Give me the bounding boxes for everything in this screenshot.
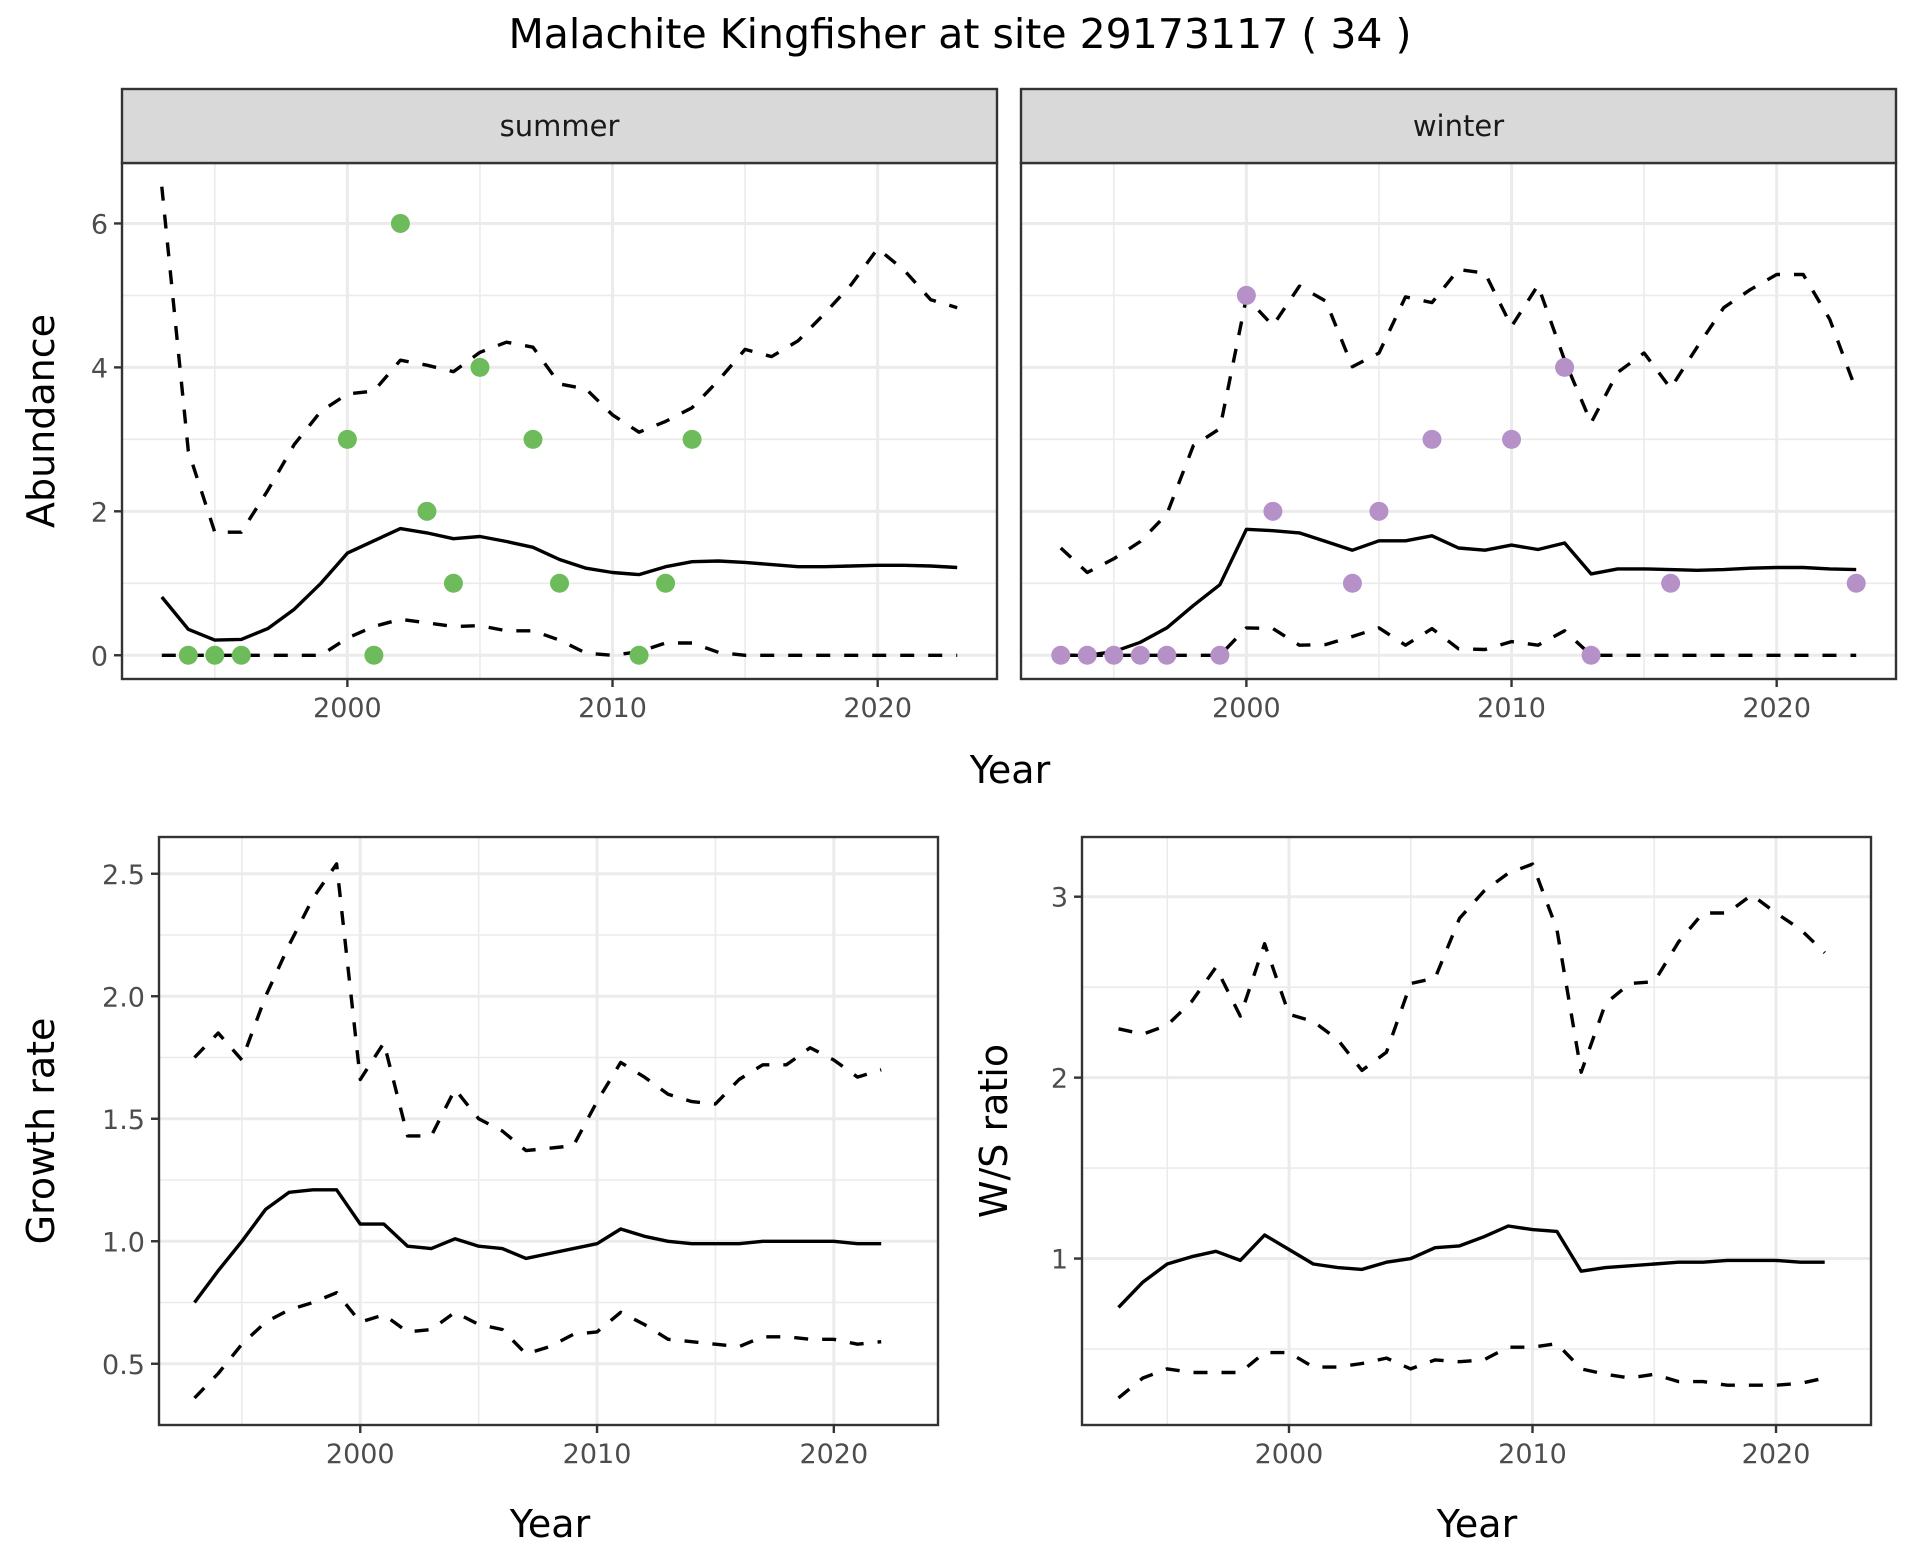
x-tick-label: 2010 bbox=[1498, 1439, 1567, 1470]
series-line-upper bbox=[193, 862, 882, 1153]
data-point bbox=[1051, 645, 1071, 665]
data-point bbox=[178, 645, 198, 665]
data-point bbox=[1846, 573, 1866, 593]
data-point bbox=[629, 645, 649, 665]
data-point bbox=[656, 573, 676, 593]
x-tick-label: 2010 bbox=[1477, 693, 1546, 724]
series-line-lower bbox=[1117, 1341, 1826, 1400]
x-tick-label: 2000 bbox=[313, 693, 382, 724]
panel-growth-rate: 2000 2010 2020 0.5 1.0 1.5 2.0 2.5 bbox=[102, 835, 940, 1470]
series-line-lower bbox=[193, 1290, 882, 1400]
y-tick-label: 4 bbox=[91, 353, 108, 384]
data-point bbox=[1581, 645, 1601, 665]
series-line-estimate bbox=[1117, 1224, 1825, 1309]
y-tick-label: 2 bbox=[91, 497, 108, 528]
series-line-upper bbox=[1059, 267, 1858, 575]
data-point bbox=[470, 357, 490, 377]
x-tick-label: 2020 bbox=[799, 1439, 868, 1470]
series-line-upper bbox=[1118, 862, 1826, 1074]
data-point bbox=[1157, 645, 1177, 665]
data-point bbox=[1555, 357, 1575, 377]
y-tick-label: 0.5 bbox=[102, 1350, 145, 1381]
plot-background bbox=[122, 163, 997, 679]
data-point bbox=[231, 645, 251, 665]
x-tick-label: 2010 bbox=[563, 1439, 632, 1470]
data-point bbox=[1104, 645, 1124, 665]
x-axis-title-ws: Year bbox=[1436, 1502, 1518, 1546]
data-point bbox=[1369, 501, 1389, 521]
y-tick-label: 1 bbox=[1051, 1245, 1068, 1276]
data-point bbox=[1422, 429, 1442, 449]
y-tick-label: 6 bbox=[91, 209, 108, 240]
x-axis-title-growth: Year bbox=[509, 1502, 591, 1546]
y-tick-label: 2.5 bbox=[102, 860, 145, 891]
y-tick-label: 1.0 bbox=[102, 1227, 145, 1258]
series-line-estimate bbox=[160, 526, 958, 642]
data-point bbox=[205, 645, 225, 665]
data-point bbox=[1210, 645, 1230, 665]
panel-border bbox=[1080, 835, 1873, 1427]
figure-title: Malachite Kingfisher at site 29173117 ( … bbox=[508, 10, 1411, 58]
y-axis-title-growth: Growth rate bbox=[19, 1018, 63, 1245]
panel-summer: summer 2000 2010 2020 0 2 4 6 bbox=[91, 87, 999, 724]
facet-strip-label: summer bbox=[500, 109, 620, 143]
y-tick-label: 0 bbox=[91, 641, 108, 672]
panel-border bbox=[157, 835, 940, 1427]
data-point bbox=[1263, 501, 1283, 521]
series-line-estimate bbox=[193, 1188, 882, 1304]
x-tick-label: 2010 bbox=[578, 693, 647, 724]
y-tick-label: 1.5 bbox=[102, 1105, 145, 1136]
y-tick-label: 2.0 bbox=[102, 982, 145, 1013]
facet-strip bbox=[120, 87, 999, 165]
data-point bbox=[1502, 429, 1522, 449]
x-tick-label: 2020 bbox=[1742, 1439, 1811, 1470]
series-line-upper bbox=[160, 186, 958, 534]
data-point bbox=[550, 573, 569, 593]
data-point bbox=[523, 429, 543, 449]
data-point bbox=[1077, 645, 1097, 665]
series-line-lower bbox=[1060, 626, 1857, 657]
data-point bbox=[1236, 285, 1256, 305]
facet-strip bbox=[1019, 87, 1898, 165]
data-point bbox=[1342, 573, 1362, 593]
x-tick-label: 2020 bbox=[1742, 693, 1811, 724]
plot-background bbox=[159, 837, 938, 1425]
y-tick-label: 2 bbox=[1051, 1064, 1068, 1095]
y-axis-title-abundance: Abundance bbox=[19, 314, 63, 528]
panel-ws-ratio: 2000 2010 2020 1 2 3 bbox=[1051, 835, 1873, 1470]
data-point bbox=[1661, 573, 1681, 593]
y-axis-title-ws: W/S ratio bbox=[972, 1044, 1016, 1218]
y-tick-label: 3 bbox=[1051, 883, 1068, 914]
plot-background bbox=[1082, 837, 1871, 1425]
x-axis-title-top: Year bbox=[969, 748, 1051, 792]
data-point bbox=[443, 573, 463, 593]
facet-strip-label: winter bbox=[1413, 109, 1504, 143]
data-point bbox=[417, 501, 437, 521]
data-point bbox=[682, 429, 702, 449]
x-tick-label: 2000 bbox=[1212, 693, 1281, 724]
x-tick-label: 2000 bbox=[326, 1439, 395, 1470]
data-point bbox=[390, 213, 410, 233]
data-point bbox=[1130, 645, 1150, 665]
plot-background bbox=[1021, 163, 1896, 679]
x-tick-label: 2020 bbox=[843, 693, 912, 724]
panel-winter: winter 2000 2010 2020 bbox=[1019, 87, 1898, 724]
series-line-lower bbox=[161, 617, 958, 657]
data-point bbox=[337, 429, 357, 449]
x-tick-label: 2000 bbox=[1255, 1439, 1324, 1470]
data-point bbox=[364, 645, 384, 665]
series-line-estimate bbox=[1060, 527, 1857, 657]
